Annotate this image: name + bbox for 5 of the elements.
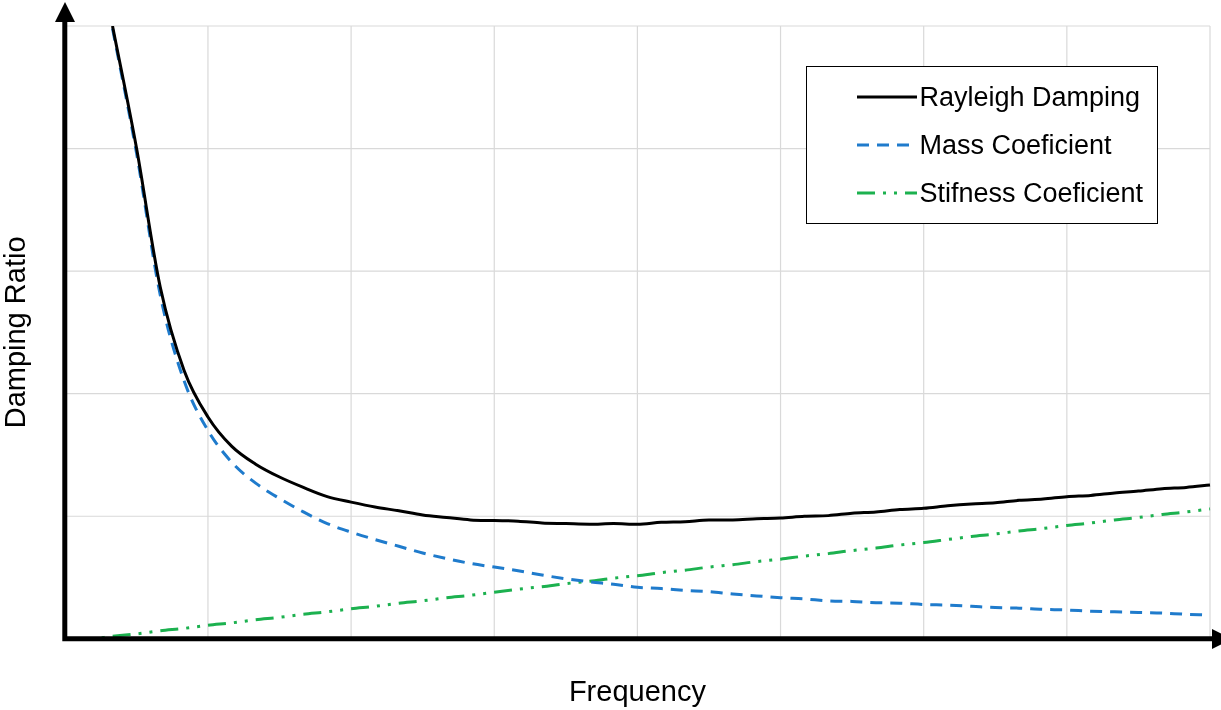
x-axis-title: Frequency bbox=[568, 674, 707, 707]
legend-label: Stifness Coeficient bbox=[919, 177, 1143, 210]
y-axis-title: Damping Ratio bbox=[0, 236, 32, 429]
legend-label: Rayleigh Damping bbox=[919, 81, 1141, 114]
legend-label: Mass Coeficient bbox=[919, 129, 1112, 162]
